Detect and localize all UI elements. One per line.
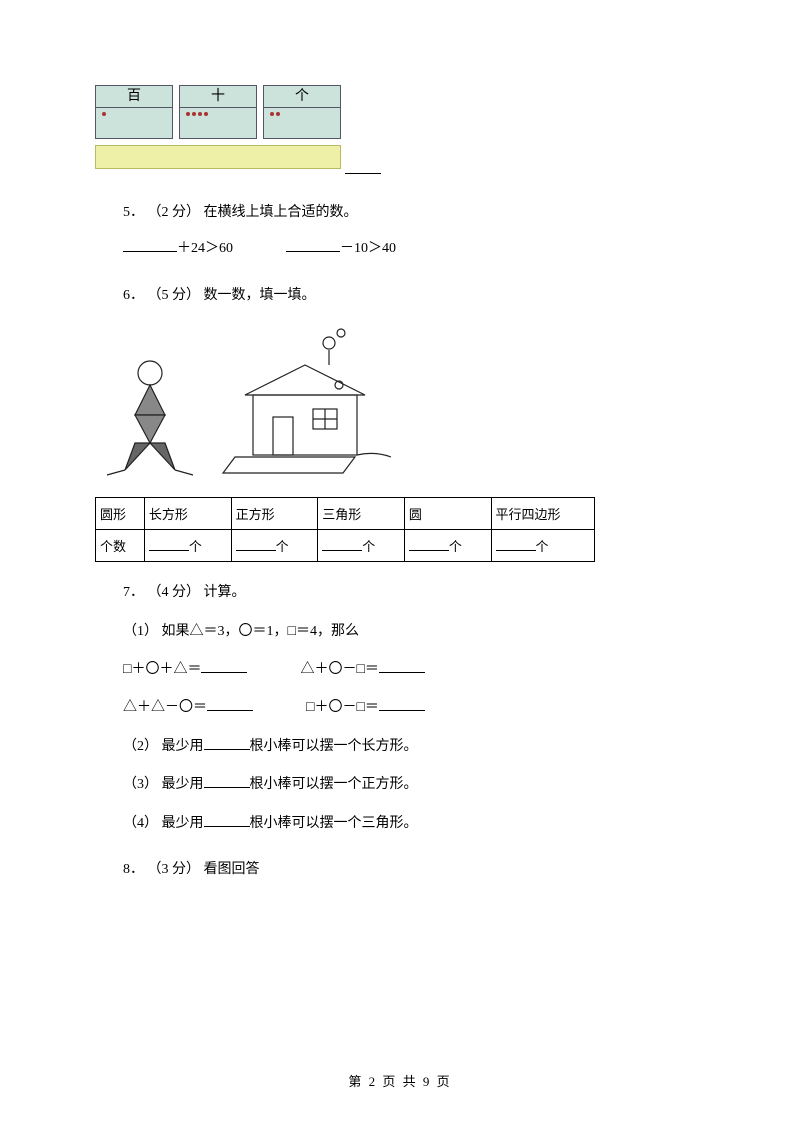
q7-title: 计算。 (204, 585, 246, 600)
dot-icon (276, 112, 280, 116)
dot-icon (204, 112, 208, 116)
q7-s4a: （4） 最少用 (123, 816, 204, 831)
question-5: 5． （2 分） 在横线上填上合适的数。 ＋24＞60 －10＞40 (123, 202, 705, 261)
q5-points: （2 分） (148, 205, 201, 220)
unit: 个 (449, 539, 462, 554)
unit: 个 (362, 539, 375, 554)
q6-num: 6． (123, 288, 144, 303)
dot-icon (192, 112, 196, 116)
blank (379, 659, 425, 673)
q7-sub3: （3） 最少用 根小棒可以摆一个正方形。 (123, 774, 705, 796)
blank (149, 539, 189, 551)
pv-col-ones: 个 (263, 85, 341, 139)
question-7: 7． （4 分） 计算。 （1） 如果△＝3，〇＝1，□＝4，那么 □＋〇＋△＝… (123, 582, 705, 835)
blank (204, 774, 250, 788)
q7-sub4: （4） 最少用 根小棒可以摆一个三角形。 (123, 813, 705, 835)
pv-col-tens: 十 (179, 85, 257, 139)
question-6: 6． （5 分） 数一数，填一填。 (123, 285, 705, 307)
cell-square: 个 (231, 530, 318, 562)
row-label: 个数 (96, 530, 145, 562)
question-8: 8． （3 分） 看图回答 (123, 859, 705, 881)
blank (496, 539, 536, 551)
blank (201, 659, 247, 673)
th-rect: 长方形 (144, 498, 231, 530)
q8-title: 看图回答 (204, 862, 260, 877)
q7-line2: △＋△－〇＝ □＋〇－□＝ (123, 697, 705, 719)
shapes-figure (95, 325, 395, 485)
q7-sub2: （2） 最少用 根小棒可以摆一个长方形。 (123, 736, 705, 758)
q5-title: 在横线上填上合适的数。 (204, 205, 358, 220)
unit: 个 (189, 539, 202, 554)
q7-s3a: （3） 最少用 (123, 777, 204, 792)
q5-expr2: －10＞40 (340, 241, 396, 256)
pv-answer-box (95, 145, 341, 169)
q6-points: （5 分） (148, 288, 201, 303)
place-value-row: 百 十 个 (95, 85, 705, 139)
q7-s4b: 根小棒可以摆一个三角形。 (250, 816, 418, 831)
q7-line1: □＋〇＋△＝ △＋〇－□＝ (123, 659, 705, 681)
q5-body: ＋24＞60 －10＞40 (123, 238, 705, 260)
shapes-svg (95, 325, 395, 485)
th-shape: 圆形 (96, 498, 145, 530)
unit: 个 (536, 539, 549, 554)
pv-head-tens: 十 (180, 86, 256, 108)
q7-l1b: △＋〇－□＝ (300, 662, 378, 677)
blank (409, 539, 449, 551)
q5-expr1: ＋24＞60 (177, 241, 233, 256)
q7-s2b: 根小棒可以摆一个长方形。 (250, 739, 418, 754)
page-footer: 第 2 页 共 9 页 (0, 1071, 800, 1090)
table-count-row: 个数 个 个 个 个 个 (96, 530, 595, 562)
q7-s3b: 根小棒可以摆一个正方形。 (250, 777, 418, 792)
q8-points: （3 分） (148, 862, 201, 877)
q5-num: 5． (123, 205, 144, 220)
q7-points: （4 分） (148, 585, 201, 600)
pv-col-hundreds: 百 (95, 85, 173, 139)
q7-s2a: （2） 最少用 (123, 739, 204, 754)
pv-answer-line (345, 173, 381, 174)
cell-para: 个 (491, 530, 594, 562)
q7-l2a: △＋△－〇＝ (123, 700, 207, 715)
th-circle: 圆 (404, 498, 491, 530)
blank (204, 736, 250, 750)
unit: 个 (276, 539, 289, 554)
shape-count-table: 圆形 长方形 正方形 三角形 圆 平行四边形 个数 个 个 个 个 个 (95, 497, 595, 562)
q5-blank-2 (286, 238, 340, 252)
place-value-diagram: 百 十 个 (95, 85, 705, 174)
dot-icon (186, 112, 190, 116)
blank (379, 697, 425, 711)
blank (322, 539, 362, 551)
dot-icon (102, 112, 106, 116)
q5-blank-1 (123, 238, 177, 252)
q6-title: 数一数，填一填。 (204, 288, 316, 303)
dot-icon (198, 112, 202, 116)
pv-body-ones (264, 108, 340, 138)
blank (236, 539, 276, 551)
q7-num: 7． (123, 585, 144, 600)
cell-triangle: 个 (318, 530, 405, 562)
pv-body-tens (180, 108, 256, 138)
pv-head-ones: 个 (264, 86, 340, 108)
th-triangle: 三角形 (318, 498, 405, 530)
cell-rect: 个 (144, 530, 231, 562)
cell-circle: 个 (404, 530, 491, 562)
pv-body-hundreds (96, 108, 172, 138)
dot-icon (270, 112, 274, 116)
q7-l2b: □＋〇－□＝ (306, 700, 379, 715)
pv-head-hundreds: 百 (96, 86, 172, 108)
pv-answer-row (95, 139, 705, 174)
th-square: 正方形 (231, 498, 318, 530)
q8-num: 8． (123, 862, 144, 877)
blank (207, 697, 253, 711)
th-para: 平行四边形 (491, 498, 594, 530)
table-header-row: 圆形 长方形 正方形 三角形 圆 平行四边形 (96, 498, 595, 530)
q7-sub1: （1） 如果△＝3，〇＝1，□＝4，那么 (123, 621, 705, 643)
q7-l1a: □＋〇＋△＝ (123, 662, 201, 677)
blank (204, 813, 250, 827)
